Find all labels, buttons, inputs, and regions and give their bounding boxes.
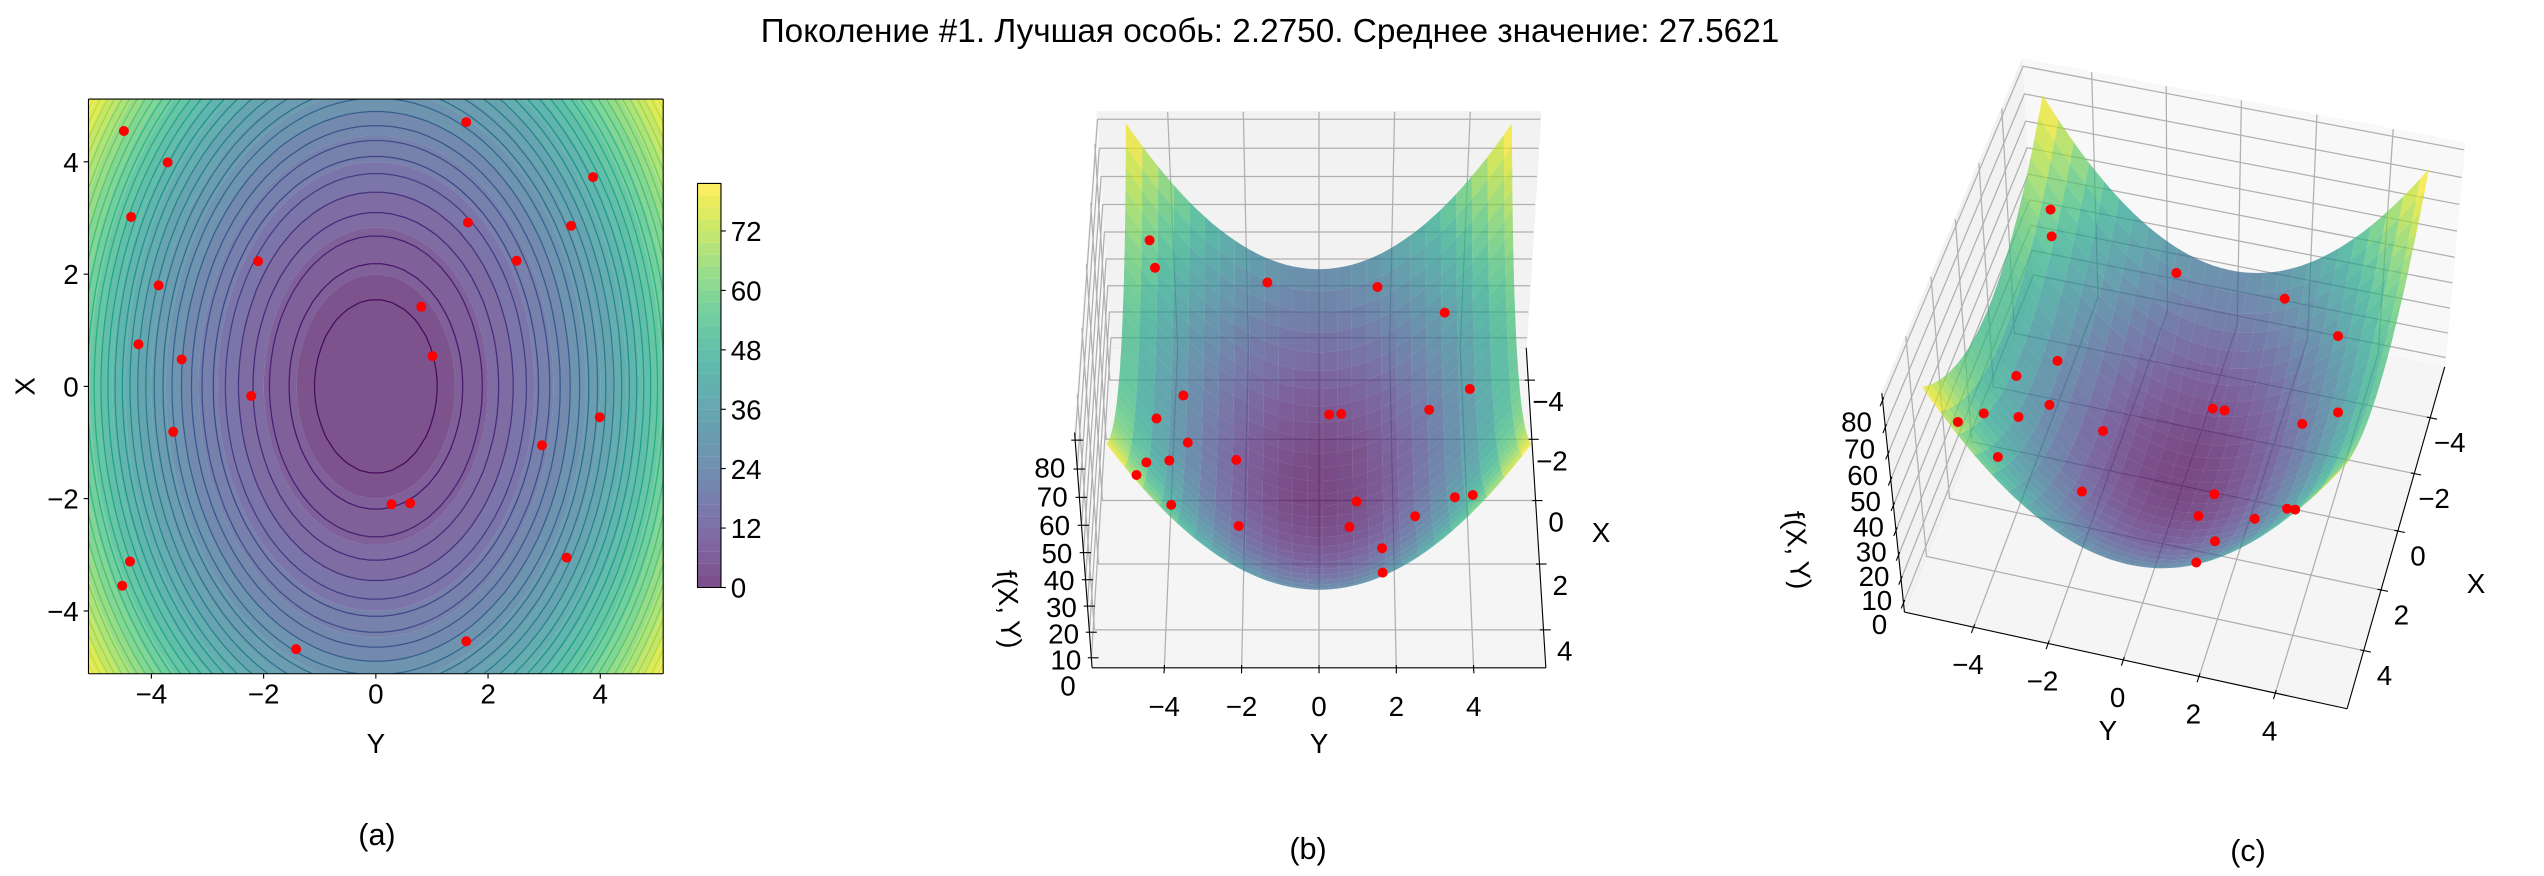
- svg-text:4: 4: [2262, 716, 2277, 747]
- svg-text:0: 0: [368, 679, 383, 710]
- svg-text:4: 4: [593, 679, 608, 710]
- svg-text:−2: −2: [1226, 691, 1258, 722]
- svg-text:0: 0: [63, 372, 78, 403]
- svg-text:−4: −4: [1532, 386, 1564, 417]
- svg-text:80: 80: [1841, 407, 1872, 438]
- svg-text:50: 50: [1041, 538, 1072, 569]
- svg-text:(a): (a): [358, 818, 395, 852]
- svg-text:X: X: [9, 377, 40, 396]
- svg-text:0: 0: [1548, 507, 1563, 538]
- svg-text:30: 30: [1046, 592, 1077, 623]
- svg-text:40: 40: [1044, 565, 1075, 596]
- svg-text:−4: −4: [2434, 427, 2466, 458]
- svg-text:48: 48: [731, 335, 762, 366]
- svg-text:0: 0: [1060, 670, 1075, 701]
- svg-text:20: 20: [1048, 619, 1079, 650]
- svg-text:60: 60: [1847, 460, 1878, 491]
- svg-text:30: 30: [1856, 536, 1887, 567]
- svg-text:60: 60: [731, 276, 762, 307]
- svg-text:Y: Y: [1310, 728, 1329, 759]
- svg-text:50: 50: [1850, 486, 1881, 517]
- svg-text:2: 2: [63, 259, 78, 290]
- svg-text:2: 2: [1389, 691, 1404, 722]
- svg-text:4: 4: [63, 147, 78, 178]
- svg-text:2: 2: [480, 679, 495, 710]
- svg-text:4: 4: [1557, 636, 1572, 667]
- svg-text:−4: −4: [47, 596, 79, 627]
- svg-text:60: 60: [1039, 510, 1070, 541]
- svg-text:10: 10: [1050, 645, 1081, 676]
- svg-text:36: 36: [731, 394, 762, 425]
- svg-text:−2: −2: [2418, 483, 2450, 514]
- svg-text:0: 0: [1872, 609, 1887, 640]
- svg-text:−2: −2: [47, 484, 79, 515]
- svg-text:2: 2: [1553, 570, 1568, 601]
- svg-text:4: 4: [2377, 660, 2392, 691]
- svg-text:Поколение #1. Лучшая особь: 2.: Поколение #1. Лучшая особь: 2.2750. Сред…: [761, 13, 1780, 50]
- svg-text:X: X: [2467, 568, 2486, 599]
- svg-text:−2: −2: [248, 679, 280, 710]
- svg-text:24: 24: [731, 454, 762, 485]
- svg-text:−4: −4: [136, 679, 168, 710]
- svg-text:0: 0: [1311, 691, 1326, 722]
- svg-text:72: 72: [731, 216, 762, 247]
- svg-text:70: 70: [1844, 433, 1875, 464]
- svg-text:−4: −4: [1148, 691, 1180, 722]
- svg-text:0: 0: [2110, 682, 2125, 713]
- svg-text:2: 2: [2394, 599, 2409, 630]
- svg-text:10: 10: [1861, 585, 1892, 616]
- svg-text:70: 70: [1037, 482, 1068, 513]
- svg-text:−2: −2: [1536, 445, 1568, 476]
- svg-text:0: 0: [2410, 540, 2425, 571]
- svg-text:(b): (b): [1289, 832, 1326, 866]
- svg-text:12: 12: [731, 513, 762, 544]
- svg-text:Y: Y: [367, 728, 386, 759]
- svg-text:f(X, Y): f(X, Y): [991, 569, 1028, 649]
- svg-text:40: 40: [1853, 511, 1884, 542]
- svg-text:20: 20: [1859, 561, 1890, 592]
- svg-text:4: 4: [1466, 691, 1481, 722]
- svg-text:80: 80: [1034, 453, 1065, 484]
- svg-text:−4: −4: [1952, 649, 1984, 680]
- svg-text:Y: Y: [2099, 715, 2118, 746]
- svg-text:2: 2: [2186, 699, 2201, 730]
- svg-text:0: 0: [731, 573, 746, 604]
- svg-text:X: X: [1592, 517, 1611, 548]
- svg-text:−2: −2: [2027, 666, 2059, 697]
- svg-text:(c): (c): [2230, 834, 2266, 868]
